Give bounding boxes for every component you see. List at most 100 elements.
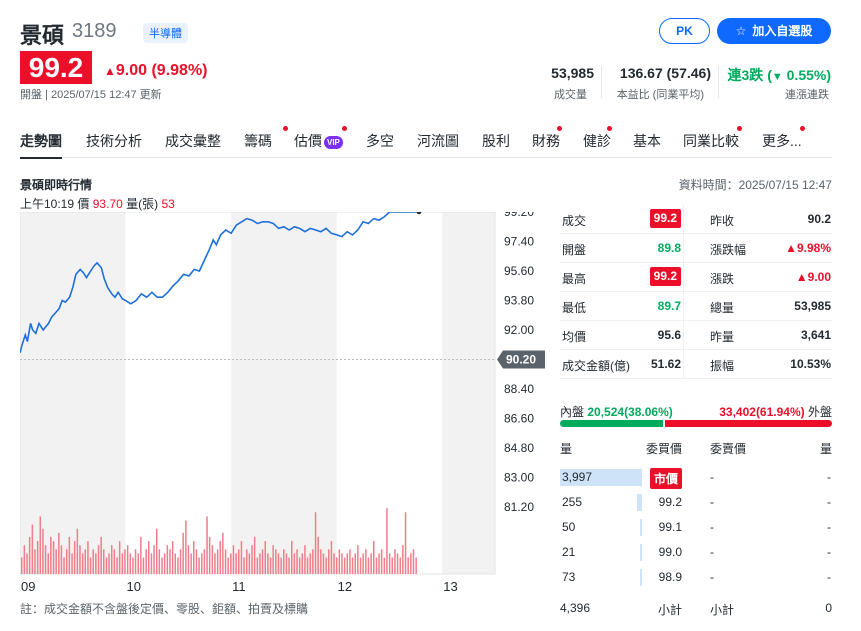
tab-more[interactable]: 更多...: [762, 133, 802, 149]
quote-label: 昨收: [710, 214, 735, 228]
volume-bar: [66, 549, 68, 574]
volume-bar: [118, 541, 121, 574]
price-change-value: 9.00 (9.98%): [115, 62, 208, 79]
tab-valuation-label: 估價: [294, 133, 322, 149]
stat-divider: [718, 66, 719, 98]
volume-bar: [71, 553, 73, 574]
volume-bar: [100, 536, 102, 574]
notification-dot: [737, 126, 742, 131]
tab-river[interactable]: 河流圖: [417, 133, 459, 149]
volume-bar: [52, 541, 55, 574]
tab-trend[interactable]: 走勢圖: [20, 131, 62, 159]
volume-bar: [73, 541, 76, 574]
x-tick-label: 12: [338, 579, 352, 594]
volume-bar: [306, 557, 309, 574]
bid-volume-header: 量: [560, 442, 573, 456]
tab-financial[interactable]: 財務: [532, 133, 560, 149]
reference-price-label: 90.20: [497, 350, 545, 369]
volume-bar: [243, 557, 245, 574]
volume-bar: [230, 553, 232, 574]
ask-price: -: [710, 495, 714, 509]
volume-bar: [145, 549, 147, 574]
quote-label: 漲跌: [710, 272, 735, 286]
volume-bar: [97, 545, 100, 574]
quote-value: 89.8: [657, 241, 681, 255]
volume-bar: [396, 553, 399, 574]
tab-health[interactable]: 健診: [583, 133, 611, 149]
volume-bar: [87, 541, 89, 574]
volume-bar: [92, 549, 94, 574]
volume-bar: [240, 541, 243, 574]
quote-row: 最低 89.7 總量 53,985: [560, 292, 832, 321]
quote-label: 開盤: [562, 243, 587, 257]
intraday-chart[interactable]: 99.20 97.40 95.60 93.80 92.00 88.40 86.60 84.80…: [20, 212, 551, 624]
tooltip-time: 上午10:19: [20, 197, 75, 211]
y-tick-label: 97.40: [504, 235, 534, 249]
volume-bar: [238, 549, 240, 574]
ask-price: -: [710, 545, 714, 559]
volume-bar: [298, 557, 301, 574]
streak-prefix: 連3跌 (: [727, 67, 772, 83]
volume-bar: [412, 549, 415, 574]
notification-dot: [283, 126, 288, 131]
tab-trade-summary[interactable]: 成交彙整: [165, 133, 221, 149]
volume-bar: [343, 557, 346, 574]
volume-bar: [84, 549, 86, 574]
ask-price: -: [710, 470, 714, 484]
y-axis: 99.20 97.40 95.60 93.80 92.00 88.40 86.60 84.80…: [504, 212, 534, 514]
tab-valuation[interactable]: 估價 VIP: [294, 131, 343, 151]
current-price: 99.2: [20, 51, 92, 84]
tab-basic[interactable]: 基本: [633, 133, 661, 149]
session-band: [231, 212, 337, 574]
add-watchlist-button[interactable]: ☆ 加入自選股: [717, 18, 831, 44]
bid-ask-bar: [560, 420, 832, 427]
quote-row: 成交金額(億) 51.62 振幅 10.53%: [560, 350, 832, 379]
volume-bar: [111, 545, 113, 574]
pk-button[interactable]: PK: [659, 18, 710, 44]
volume-bar: [261, 549, 264, 574]
volume-bar: [116, 557, 118, 574]
y-tick-label: 83.00: [504, 471, 534, 485]
order-book-row: 21 99.0 - -: [560, 540, 832, 565]
volume-bar: [338, 549, 341, 574]
tab-dividend[interactable]: 股利: [482, 133, 510, 149]
volume-bar: [179, 549, 182, 574]
notification-dot: [607, 126, 612, 131]
pe-stat-value: 136.67 (57.46): [619, 65, 711, 81]
volume-bar: [177, 557, 179, 574]
quote-value: ▲9.98%: [785, 241, 831, 255]
volume-bar: [108, 553, 110, 574]
quote-value: 53,985: [794, 299, 831, 313]
volume-bar: [375, 557, 378, 574]
volume-bar: [388, 553, 391, 574]
volume-bar: [121, 553, 124, 574]
volume-bar: [346, 553, 348, 574]
price-line: [20, 212, 419, 354]
volume-bar: [272, 545, 274, 574]
quote-label: 均價: [562, 330, 587, 344]
volume-bar: [330, 541, 333, 574]
tab-chips[interactable]: 籌碼: [244, 133, 272, 149]
volume-bar: [150, 553, 153, 574]
volume-bar: [365, 549, 367, 574]
tab-peer-compare[interactable]: 同業比較: [683, 133, 739, 149]
volume-bar: [341, 553, 343, 574]
total-ask-label: 小計: [710, 603, 735, 617]
stock-code: 3189: [72, 20, 117, 42]
tab-long-short[interactable]: 多空: [366, 133, 394, 149]
industry-tag[interactable]: 半導體: [143, 23, 188, 43]
tab-technical[interactable]: 技術分析: [86, 133, 142, 149]
quote-value-badge: 99.2: [649, 209, 681, 228]
bid-ask-summary: 內盤 20,524(38.06%) 33,402(61.94%) 外盤: [560, 403, 832, 420]
volume-bar: [259, 553, 261, 574]
volume-bar: [267, 553, 269, 574]
quote-value: ▲9.00: [795, 270, 831, 284]
bid-price: 99.1: [658, 520, 682, 534]
volume-bar: [198, 557, 200, 574]
bid-volume: 73: [562, 570, 576, 584]
volume-bar: [373, 541, 375, 574]
star-icon: ☆: [735, 24, 747, 38]
volume-bar: [36, 541, 39, 574]
y-tick-label: 81.20: [504, 500, 534, 514]
volume-bar: [301, 553, 303, 574]
